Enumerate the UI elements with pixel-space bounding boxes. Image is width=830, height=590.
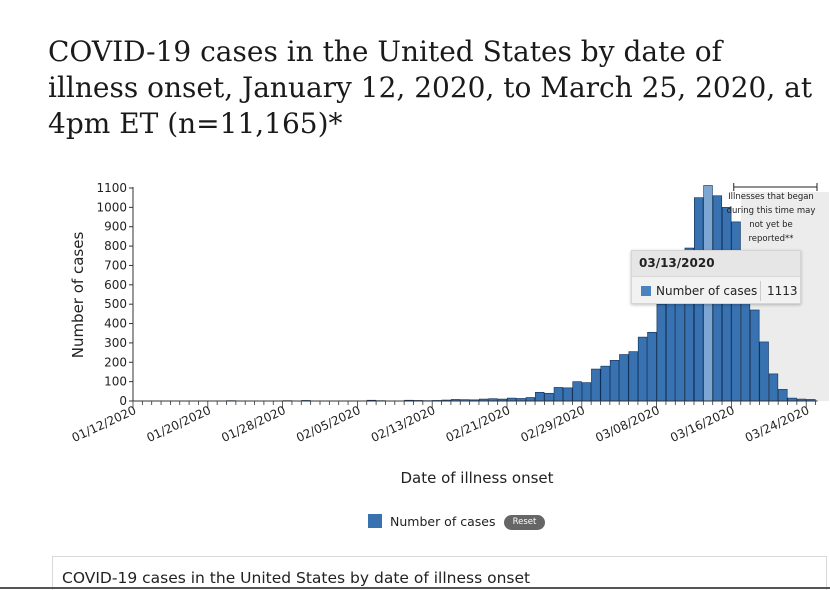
- x-tick-label: 03/16/2020: [668, 403, 737, 445]
- x-axis-title: Date of illness onset: [400, 469, 553, 487]
- bar: [731, 221, 741, 402]
- data-table-header[interactable]: COVID-19 cases in the United States by d…: [52, 556, 827, 590]
- y-tick-label: 400: [104, 317, 127, 331]
- x-tick-label: 02/21/2020: [444, 403, 513, 445]
- bar: [600, 365, 610, 402]
- annotation-text-line: Illnesses that began: [728, 192, 814, 202]
- x-tick-label: 03/24/2020: [743, 403, 812, 445]
- bar: [750, 309, 760, 402]
- bar: [619, 354, 629, 402]
- annotation-text-line: reported**: [748, 234, 793, 244]
- y-tick-label: 100: [104, 375, 127, 389]
- annotation-text-line: during this time may: [727, 206, 816, 216]
- legend-label[interactable]: Number of cases: [390, 514, 496, 529]
- annotation-text-line: not yet be: [749, 220, 793, 230]
- bar: [665, 290, 676, 402]
- tooltip-divider: [760, 281, 761, 301]
- tooltip-date: 03/13/2020: [632, 251, 800, 277]
- y-tick-label: 800: [104, 239, 127, 253]
- x-tick-label: 02/13/2020: [369, 403, 438, 445]
- tooltip: 03/13/2020 Number of cases 1113: [631, 250, 801, 304]
- bar: [544, 392, 554, 402]
- bar: [591, 368, 601, 402]
- y-tick-label: 0: [119, 394, 127, 408]
- bar: [525, 397, 536, 402]
- y-tick-label: 300: [104, 336, 127, 350]
- bar: [581, 382, 592, 402]
- chart-title: COVID-19 cases in the United States by d…: [48, 35, 813, 140]
- x-tick-label: 02/05/2020: [294, 403, 363, 445]
- y-tick-label: 200: [104, 355, 127, 369]
- bar: [628, 351, 638, 402]
- bar: [609, 360, 620, 402]
- bar: [759, 341, 769, 402]
- x-tick-label: 03/08/2020: [593, 403, 662, 445]
- x-tick-label: 01/12/2020: [70, 403, 139, 445]
- bar: [637, 336, 648, 402]
- bottom-divider: [0, 587, 830, 589]
- y-tick-label: 1100: [96, 181, 127, 195]
- bar: [563, 387, 573, 402]
- bar: [778, 389, 788, 402]
- legend-swatch[interactable]: [368, 514, 382, 528]
- bar: [535, 391, 545, 402]
- bar: [768, 373, 779, 402]
- bar: [647, 331, 657, 402]
- x-tick-label: 01/20/2020: [144, 403, 213, 445]
- bar: [553, 387, 564, 402]
- bar-chart: 0 100 200 300 400 500 600 700 800 900 1000 1100 01/1…: [69, 181, 829, 487]
- y-tick-label: 500: [104, 297, 127, 311]
- y-tick-label: 1000: [96, 200, 127, 214]
- bar: [656, 303, 666, 402]
- y-axis-title: Number of cases: [69, 232, 87, 359]
- y-tick-label: 600: [104, 278, 127, 292]
- bar: [572, 381, 582, 402]
- y-tick-label: 900: [104, 220, 127, 234]
- tooltip-value: 1113: [767, 284, 798, 298]
- y-tick-label: 700: [104, 258, 127, 272]
- reset-button[interactable]: Reset: [504, 515, 545, 530]
- x-tick-label: 01/28/2020: [219, 403, 288, 445]
- tooltip-swatch: [641, 286, 651, 296]
- x-tick-label: 02/29/2020: [518, 403, 587, 445]
- tooltip-series-label: Number of cases: [656, 284, 758, 298]
